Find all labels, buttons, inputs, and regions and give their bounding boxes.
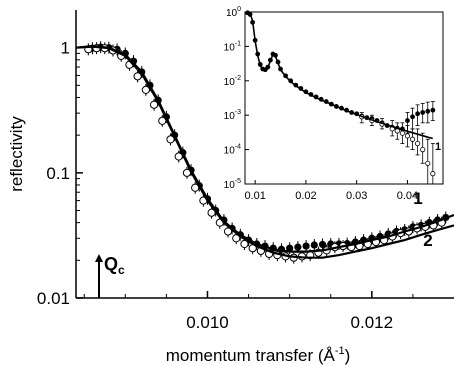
inset-y-tick-label: 10-3 [224,109,241,122]
data-point-open [167,136,174,143]
data-point-filled [294,244,301,251]
inset-x-tick-label: 0.01 [244,190,265,202]
y-tick-label: 1 [61,39,70,58]
y-tick-label: 0.1 [46,164,70,183]
inset-point-open [426,161,430,165]
x-axis-label-close: ) [345,346,351,365]
inset-data-group [245,10,435,184]
data-point-open [175,153,182,160]
x-tick-label: 0.012 [351,313,394,332]
x-axis-label-sup: -1 [335,345,345,357]
x-axis-label-main: momentum transfer (Å [166,346,336,365]
inset-y-tick-label: 10-4 [224,144,241,157]
main-data-group [76,41,454,264]
data-point-filled [302,242,309,249]
data-point-open [134,73,141,80]
qc-annotation-main: Q [104,254,118,274]
inset-y-tick-exp: 0 [237,6,241,13]
x-tick-label: 0.010 [186,313,229,332]
inset-curve-label-1: 1 [435,141,441,153]
inset-point-filled [410,114,415,119]
inset-y-tick-base: 10 [224,77,236,88]
y-axis-label: reflectivity [7,116,26,192]
qc-annotation-sub: c [118,263,125,277]
inset-y-tick-base: 10 [224,146,236,157]
inset-point-open [420,147,424,151]
inset-point-open [400,131,404,135]
qc-annotation: Qc [104,254,125,277]
inset-y-tick-exp: -1 [235,40,241,47]
fit-curve-2 [76,47,454,258]
inset-frame [245,12,443,184]
inset-y-tick-label: 10-2 [224,75,241,88]
inset-point-open [405,134,409,138]
x-axis-label: momentum transfer (Å-1) [166,345,351,365]
inset-y-tick-exp: -4 [235,144,241,151]
inset-y-tick-label: 10-5 [224,178,241,191]
inset-point-open [431,171,435,175]
data-point-open [159,117,166,124]
fit-curve-1 [76,46,454,252]
inset-point-filled [425,109,430,114]
inset-point-open [410,137,414,141]
curve-label-2: 2 [423,231,432,250]
inset-y-tick-exp: -3 [235,109,241,116]
inset-y-tick-base: 10 [224,111,236,122]
inset-y-tick-label: 10-1 [224,40,241,53]
data-point-filled [311,241,318,248]
data-point-open [150,101,157,108]
inset-fit-curve-1 [248,12,433,139]
inset-y-tick-base: 10 [224,42,236,53]
y-tick-label: 0.01 [37,289,70,308]
inset-point-filled [430,108,435,113]
inset-point-filled [405,118,410,123]
inset-y-tick-exp: -2 [235,75,241,82]
qc-arrow-head [95,254,103,262]
inset-x-tick-label: 0.04 [397,190,418,202]
inset-y-tick-exp: -5 [235,178,241,185]
inset-y-tick-base: 10 [226,8,238,19]
inset-x-tick-label: 0.03 [346,190,367,202]
inset-x-tick-label: 0.02 [295,190,316,202]
inset-y-tick-base: 10 [224,180,236,191]
inset-y-tick-label: 100 [226,6,241,19]
inset-point-filled [420,110,425,115]
inset-point-filled [415,111,420,116]
inset-point-open [415,141,419,145]
data-point-open [142,86,149,93]
